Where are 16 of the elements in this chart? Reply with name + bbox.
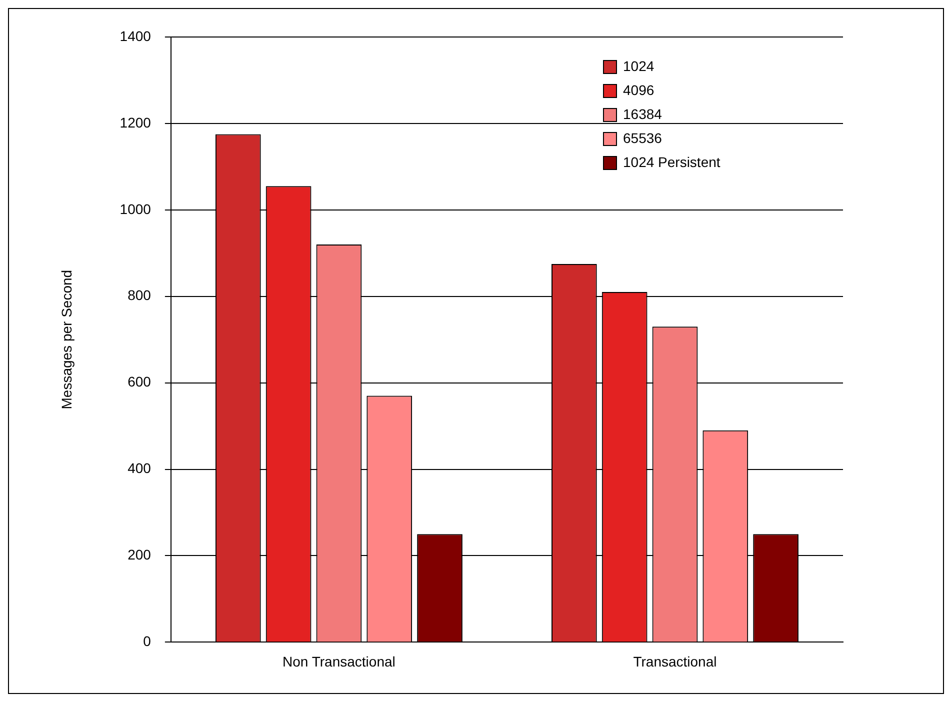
- legend-label: 4096: [623, 82, 654, 98]
- y-tick-label: 400: [128, 460, 152, 476]
- y-tick-label: 800: [128, 287, 152, 304]
- y-tick-label: 0: [143, 633, 152, 650]
- y-tick-label: 1200: [120, 114, 152, 130]
- y-tick-label: 600: [128, 374, 152, 390]
- y-tick-label: 200: [128, 546, 152, 563]
- x-tick-label: Transactional: [633, 653, 717, 670]
- legend-label: 65536: [623, 130, 662, 146]
- y-axis-title: Messages per Second: [58, 270, 74, 410]
- legend-label: 1024: [623, 58, 654, 74]
- y-tick-label: 1000: [120, 200, 152, 217]
- legend-label: 16384: [623, 106, 662, 122]
- legend-label: 1024 Persistent: [623, 154, 720, 170]
- x-tick-label: Non Transactional: [282, 653, 396, 670]
- y-tick-label: 1400: [120, 28, 152, 44]
